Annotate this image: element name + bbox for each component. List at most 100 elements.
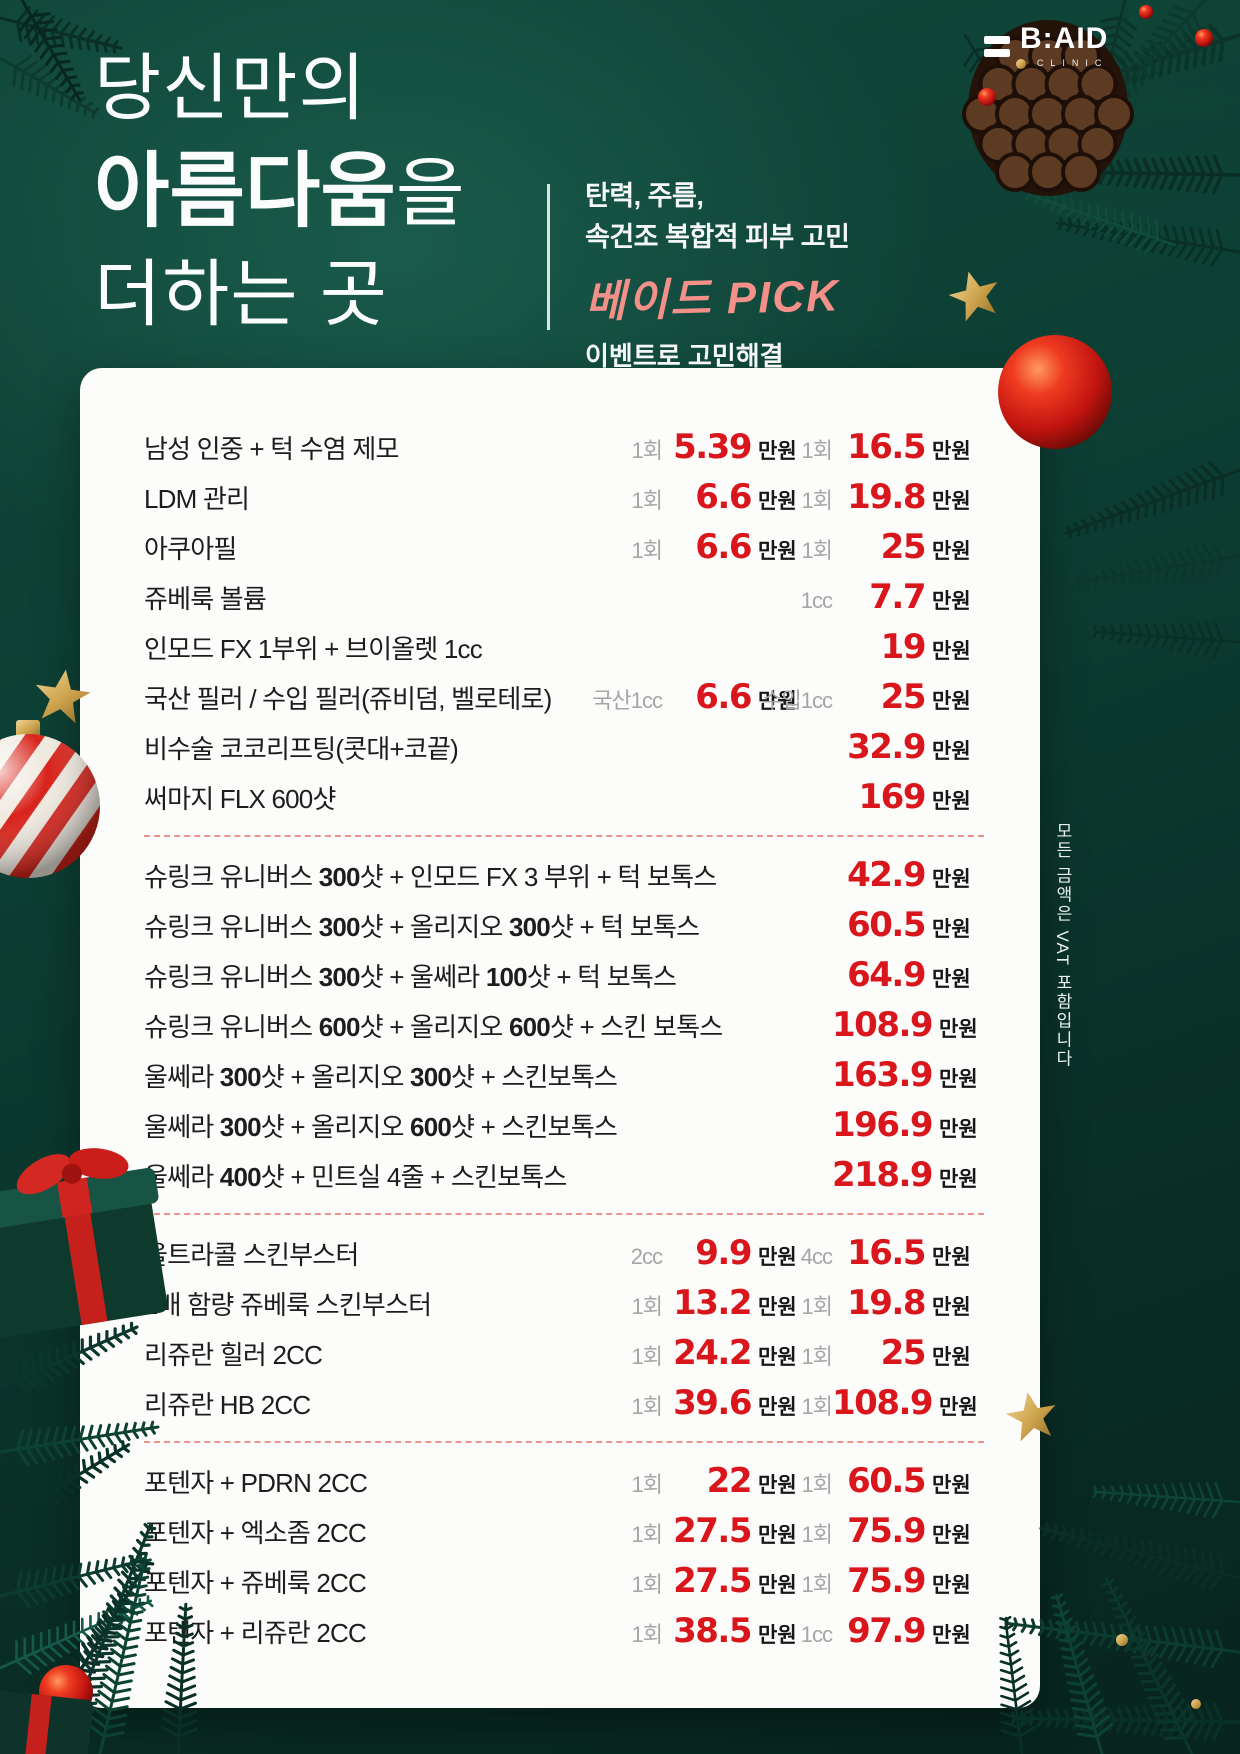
price-secondary: 4cc 16.5 만원 (740, 1233, 984, 1273)
tagline-line-2: 속건조 복합적 피부 고민 (585, 222, 850, 253)
unit-label: 1회 (631, 488, 663, 513)
treatment-name: 슈링크 유니버스 300샷 + 올리지오 300샷 + 턱 보톡스 (144, 911, 700, 942)
currency-label: 만원 (939, 1068, 978, 1091)
currency-label: 만원 (758, 1396, 797, 1419)
treatment-name: 슈링크 유니버스 300샷 + 인모드 FX 3 부위 + 턱 보톡스 (144, 861, 717, 892)
currency-label: 만원 (758, 440, 797, 463)
unit-label: 1회 (631, 538, 663, 563)
price-secondary: 1cc 97.9 만원 (740, 1611, 984, 1651)
treatment-name: 포텐자 + 엑소좀 2CC (144, 1517, 367, 1548)
treatment-name: 비수술 코코리프팅(콧대+코끝) (144, 733, 459, 764)
section-divider (144, 1441, 984, 1443)
price-row: 슈링크 유니버스 300샷 + 올리지오 300샷 + 턱 보톡스 60.5 만원 (144, 900, 984, 950)
treatment-name: 울트라콜 스킨부스터 (144, 1239, 359, 1270)
price-value: 64.9 (847, 955, 926, 995)
price-value: 6.6 (695, 527, 752, 567)
unit-label: 1cc (800, 1622, 833, 1647)
price-value: 16.5 (847, 1233, 926, 1273)
price-value: 75.9 (847, 1561, 926, 1601)
price-secondary: 1회 25 만원 (740, 1333, 984, 1373)
unit-label: 수입1cc (762, 688, 833, 713)
treatment-name: 국산 필러 / 수입 필러(쥬비덤, 벨로테로) (144, 683, 552, 714)
unit-label: 2cc (630, 1244, 663, 1269)
price-secondary: 42.9 만원 (740, 855, 984, 895)
title-divider-line (547, 184, 550, 330)
price-primary: 1회 6.6 만원 (576, 527, 804, 567)
price-primary: 1회 27.5 만원 (576, 1511, 804, 1551)
price-value: 75.9 (847, 1511, 926, 1551)
price-value: 169 (858, 777, 927, 817)
treatment-name: 포텐자 + PDRN 2CC (144, 1467, 368, 1498)
price-secondary: 1회 25 만원 (740, 527, 984, 567)
title-line-2-bold: 아름다움 (94, 146, 396, 238)
currency-label: 만원 (932, 868, 971, 891)
currency-label: 만원 (932, 790, 971, 813)
title-line-2-rest: 을 (395, 151, 466, 236)
price-primary: 1회 24.2 만원 (576, 1333, 804, 1373)
treatment-name: 쥬베룩 볼륨 (144, 583, 267, 614)
currency-label: 만원 (758, 1246, 797, 1269)
price-value: 38.5 (673, 1611, 752, 1651)
price-row: 포텐자 + PDRN 2CC 1회 22 만원 1회 60.5 만원 (144, 1456, 984, 1506)
treatment-name: 슈링크 유니버스 300샷 + 울쎄라 100샷 + 턱 보톡스 (144, 961, 677, 992)
unit-label: 1회 (631, 1472, 663, 1497)
tagline-line-3: 이벤트로 고민해결 (585, 341, 784, 372)
treatment-name: 울쎄라 300샷 + 올리지오 600샷 + 스킨보톡스 (144, 1111, 618, 1142)
price-row: 써마지 FLX 600샷 169 만원 (144, 772, 984, 822)
price-section: 울트라콜 스킨부스터 2cc 9.9 만원 4cc 16.5 만원 2배 함량 쥬베룩 스킨부… (144, 1228, 984, 1428)
unit-label: 1회 (631, 1522, 663, 1547)
price-row: 울쎄라 400샷 + 민트실 4줄 + 스킨보톡스 218.9 만원 (144, 1150, 984, 1200)
treatment-name: 인모드 FX 1부위 + 브이올렛 1cc (144, 633, 483, 664)
price-value: 42.9 (847, 855, 926, 895)
price-value: 24.2 (673, 1333, 752, 1373)
currency-label: 만원 (939, 1168, 978, 1191)
tagline-line-1: 탄력, 주름, (585, 181, 704, 211)
price-value: 25 (880, 1333, 927, 1373)
price-primary: 1회 38.5 만원 (576, 1611, 804, 1651)
gold-star-icon (944, 265, 1006, 324)
price-secondary: 1회 16.5 만원 (740, 427, 984, 467)
unit-label: 1cc (800, 588, 833, 613)
treatment-name: 아쿠아필 (144, 533, 237, 564)
title-line-2: 아름다움을 (94, 137, 466, 246)
currency-label: 만원 (758, 490, 797, 513)
price-row: 슈링크 유니버스 600샷 + 올리지오 600샷 + 스킨 보톡스 108.9 만… (144, 1000, 984, 1050)
treatment-name: LDM 관리 (144, 483, 250, 514)
unit-label: 1회 (801, 538, 833, 563)
baid-pick-label: 베이드 PICK (584, 271, 841, 328)
price-value: 108.9 (832, 1005, 934, 1045)
price-secondary: 1cc 7.7 만원 (740, 577, 984, 617)
price-secondary: 108.9 만원 (740, 1005, 984, 1045)
price-secondary: 1회 75.9 만원 (740, 1561, 984, 1601)
unit-label: 1회 (631, 1394, 663, 1419)
unit-label: 1회 (801, 1394, 833, 1419)
price-secondary: 32.9 만원 (740, 727, 984, 767)
currency-label: 만원 (758, 1474, 797, 1497)
price-row: 2배 함량 쥬베룩 스킨부스터 1회 13.2 만원 1회 19.8 만원 (144, 1278, 984, 1328)
gift-box-small (0, 1690, 93, 1754)
price-secondary: 169 만원 (740, 777, 984, 817)
price-row: 리쥬란 HB 2CC 1회 39.6 만원 1회 108.9 만원 (144, 1378, 984, 1428)
price-row: 포텐자 + 리쥬란 2CC 1회 38.5 만원 1cc 97.9 만원 (144, 1606, 984, 1656)
unit-label: 국산1cc (592, 688, 663, 713)
title-line-1: 당신만의 (94, 48, 367, 129)
tagline-block: 탄력, 주름, 속건조 복합적 피부 고민 베이드 PICK 이벤트로 고민해결 (584, 176, 850, 373)
currency-label: 만원 (932, 1246, 971, 1269)
price-value: 27.5 (673, 1511, 752, 1551)
treatment-name: 포텐자 + 쥬베룩 2CC (144, 1567, 367, 1598)
logo-bars-icon (984, 35, 1010, 57)
price-primary: 국산1cc 6.6 만원 (576, 677, 804, 717)
price-value: 6.6 (695, 477, 752, 517)
currency-label: 만원 (758, 540, 797, 563)
price-row: LDM 관리 1회 6.6 만원 1회 19.8 만원 (144, 472, 984, 522)
price-value: 97.9 (847, 1611, 926, 1651)
section-divider (144, 1213, 984, 1215)
currency-label: 만원 (758, 690, 797, 713)
price-secondary: 64.9 만원 (740, 955, 984, 995)
unit-label: 1회 (631, 1344, 663, 1369)
price-value: 25 (880, 527, 927, 567)
price-secondary: 1회 19.8 만원 (740, 1283, 984, 1323)
currency-label: 만원 (932, 440, 971, 463)
title-line-3: 더하는 곳 (94, 254, 388, 336)
currency-label: 만원 (932, 690, 971, 713)
